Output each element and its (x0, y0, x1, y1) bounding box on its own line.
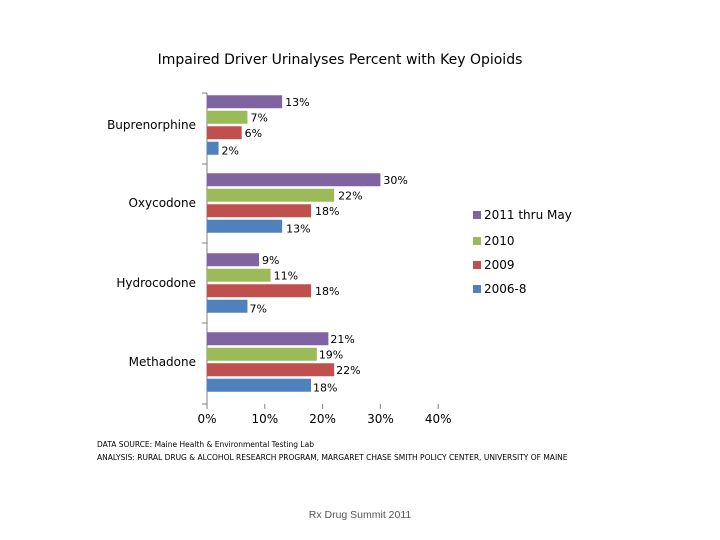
x-tick-label: 10% (251, 412, 278, 426)
data-label: 18% (313, 381, 337, 394)
category-label: Hydrocodone (116, 276, 196, 290)
bar (207, 188, 335, 202)
bar (207, 95, 283, 109)
data-label: 7% (249, 302, 266, 315)
bar (207, 268, 271, 282)
category-label: Oxycodone (128, 196, 196, 210)
data-label: 30% (383, 174, 407, 187)
legend-label: 2010 (484, 234, 515, 248)
bar (207, 126, 242, 140)
data-label: 18% (315, 205, 339, 218)
category-label: Buprenorphine (107, 118, 196, 132)
data-label: 11% (274, 269, 298, 282)
bar (207, 332, 329, 346)
slide-footer: Rx Drug Summit 2011 (308, 509, 412, 521)
data-label: 22% (338, 189, 362, 202)
chart-title: Impaired Driver Urinalyses Percent with … (158, 52, 523, 68)
data-label: 21% (330, 333, 354, 346)
x-tick-label: 30% (367, 412, 394, 426)
bar (207, 204, 312, 218)
bar (207, 219, 283, 233)
data-label: 2% (222, 144, 239, 157)
analysis-note: ANALYSIS: RURAL DRUG & ALCOHOL RESEARCH … (97, 453, 568, 462)
data-label: 22% (336, 364, 360, 377)
data-label: 18% (315, 285, 339, 298)
data-label: 19% (319, 348, 343, 361)
data-label: 6% (245, 127, 262, 140)
bar (207, 378, 312, 392)
legend-swatch (473, 211, 481, 219)
legend-swatch (473, 237, 481, 245)
bar (207, 110, 248, 124)
bar (207, 347, 317, 361)
legend: 2011 thru May 2010 2009 2006-8 (473, 208, 572, 296)
bar (207, 173, 381, 187)
data-label: 13% (285, 96, 309, 109)
bar (207, 141, 219, 155)
data-label: 13% (286, 222, 310, 235)
bar (207, 363, 335, 377)
legend-swatch (473, 285, 481, 293)
x-tick-label: 40% (425, 412, 452, 426)
bar (207, 253, 260, 267)
legend-swatch (473, 261, 481, 269)
bar (207, 299, 248, 313)
data-source-note: DATA SOURCE: Maine Health & Environmenta… (97, 440, 314, 449)
category-label: Methadone (129, 355, 196, 369)
legend-label: 2009 (484, 258, 515, 272)
legend-label: 2011 thru May (484, 208, 572, 222)
data-label: 7% (250, 111, 267, 124)
x-tick-label: 20% (309, 412, 336, 426)
x-tick-label: 0% (197, 412, 216, 426)
legend-label: 2006-8 (484, 282, 527, 296)
data-label: 9% (262, 254, 279, 267)
plot-area: 0% 10% 20% 30% 40% Buprenorphine 13% 7% 6% 2% Oxyc… (107, 92, 452, 426)
bar (207, 284, 312, 298)
